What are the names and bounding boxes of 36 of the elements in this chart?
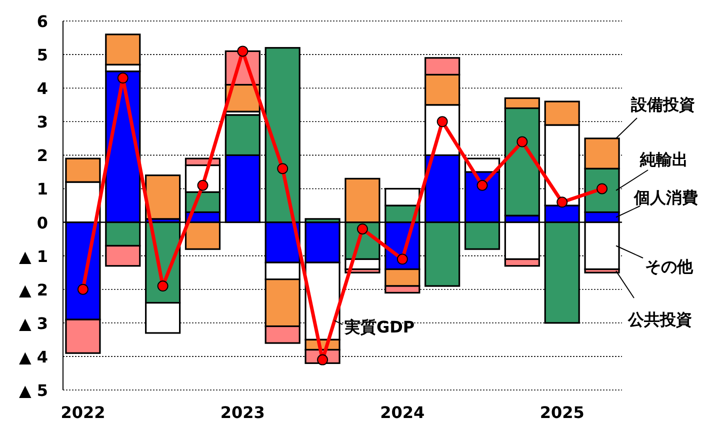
point (476, 180, 488, 191)
point (516, 136, 528, 148)
x-tick-label: 2023 (220, 403, 265, 422)
y-tick-label: 6 (36, 12, 48, 31)
label-純輸出: 純輸出 (616, 150, 688, 191)
point (117, 72, 128, 84)
y-tick-label: 2 (36, 146, 48, 166)
label-設備投資: 設備投資 (616, 95, 695, 139)
series-label: 設備投資 (630, 95, 695, 114)
y-tick-label: 5 (36, 46, 48, 65)
y-tick-label: ▲ 4 (18, 347, 48, 366)
y-tick-label: 0 (36, 213, 48, 232)
legend-label: 公共投資 (627, 310, 692, 329)
point (436, 116, 448, 128)
point (396, 254, 408, 265)
x-tick-label: 2022 (60, 403, 106, 422)
y-tick-label: 4 (36, 79, 48, 98)
x-tick-label: 2025 (540, 403, 584, 422)
point (157, 280, 168, 292)
point (237, 46, 248, 57)
y-tick-label: 3 (36, 112, 48, 132)
point (556, 196, 568, 208)
y-tick-label: ▲ 5 (18, 381, 48, 400)
bar (504, 97, 540, 110)
x-tick-label: 2024 (380, 403, 425, 422)
point (277, 163, 288, 174)
label-個人消費: 個人消費 (616, 188, 698, 218)
y-tick-label: 1 (36, 180, 48, 199)
legend-label: 個人消費 (633, 188, 698, 207)
y-tick-label: ▲ 2 (18, 280, 48, 300)
point (197, 180, 208, 191)
y-tick-label: ▲ 1 (18, 246, 48, 266)
point (77, 284, 88, 295)
y-tick-label: ▲ 3 (18, 314, 48, 333)
point (356, 223, 368, 234)
legend-label: 純輸出 (639, 150, 688, 169)
